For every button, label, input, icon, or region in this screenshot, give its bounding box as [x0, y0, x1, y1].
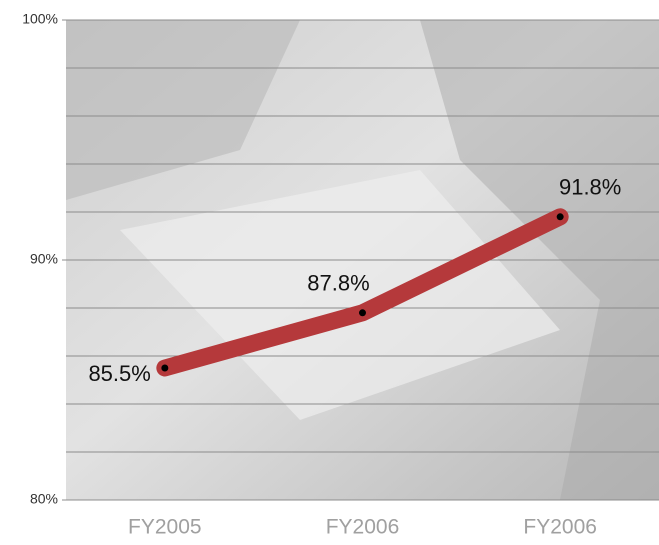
- point: [161, 364, 169, 372]
- photo-paper: [120, 170, 560, 420]
- point: [359, 309, 366, 317]
- value-label: 85.5%: [88, 361, 150, 386]
- point: [556, 213, 564, 221]
- photo-shade: [420, 20, 659, 500]
- y-tick-label: 100%: [22, 11, 58, 27]
- y-tick-label: 80%: [30, 491, 58, 507]
- x-tick-label: FY2006: [326, 516, 400, 539]
- photo-shade: [66, 20, 300, 200]
- y-tick-label: 90%: [30, 251, 58, 267]
- x-tick-label: FY2005: [128, 516, 202, 539]
- value-label: 91.8%: [559, 175, 621, 200]
- value-label: 87.8%: [307, 271, 369, 296]
- x-tick-label: FY2006: [523, 516, 597, 539]
